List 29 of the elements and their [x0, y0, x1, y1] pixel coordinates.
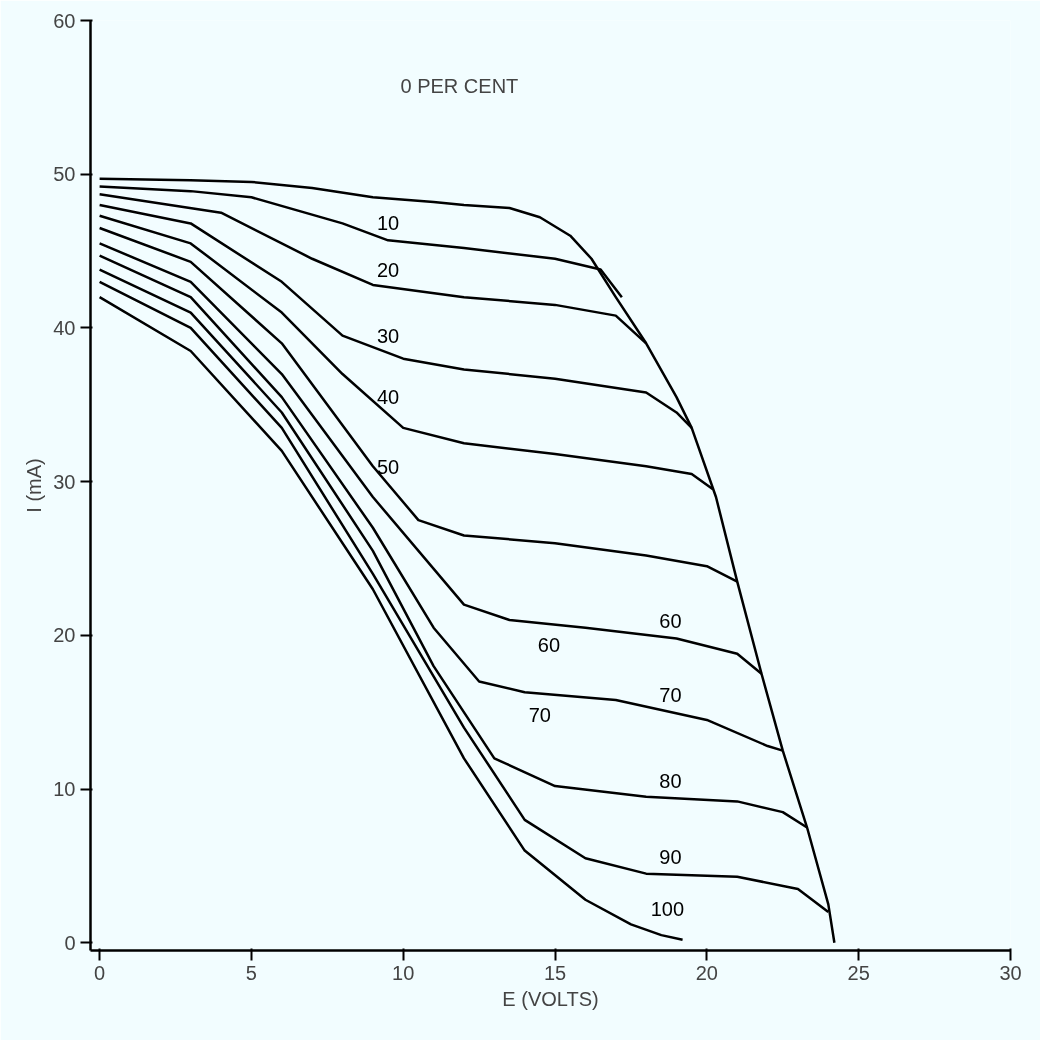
x-tick-label: 10 [392, 961, 415, 984]
y-tick-label: 10 [53, 778, 76, 801]
y-axis-title: I (mA) [23, 458, 46, 513]
series-label: 70 [659, 683, 682, 706]
text: 60 [537, 634, 561, 656]
x-tick-label: 20 [695, 961, 718, 984]
y-tick-label: 20 [53, 624, 76, 647]
y-tick-label: 50 [53, 163, 76, 186]
y-tick-label: 40 [53, 316, 76, 339]
series-label: 90 [659, 846, 682, 869]
annotation: 0 PER CENT [400, 74, 519, 97]
series-label: 50 [376, 456, 400, 479]
x-axis-title: E (VOLTS) [502, 987, 599, 1010]
y-tick-label: 0 [64, 931, 76, 954]
series-label: 20 [376, 258, 400, 281]
x-tick-label: 0 [94, 961, 106, 984]
series-label: 30 [376, 324, 400, 347]
series-label: 60 [659, 609, 682, 632]
x-tick-label: 30 [999, 961, 1022, 984]
series-label: 40 [376, 386, 400, 409]
text: 70 [528, 703, 551, 726]
series-label: 100 [650, 898, 685, 921]
x-tick-label: 5 [245, 961, 257, 984]
x-tick-label: 15 [543, 961, 567, 984]
y-tick-label: 60 [53, 9, 76, 32]
series-label: 10 [376, 212, 400, 235]
y-tick-label: 30 [53, 470, 76, 493]
series-label: 80 [659, 770, 682, 793]
x-tick-label: 25 [847, 961, 870, 984]
